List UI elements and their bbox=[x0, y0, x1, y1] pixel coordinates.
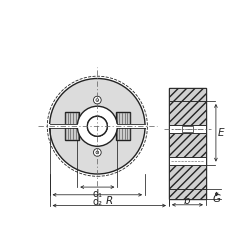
Bar bbox=[169, 133, 206, 157]
Bar bbox=[182, 126, 193, 132]
Text: E: E bbox=[218, 128, 224, 138]
Bar bbox=[169, 125, 206, 133]
Circle shape bbox=[50, 78, 145, 174]
Circle shape bbox=[87, 116, 107, 136]
Circle shape bbox=[87, 116, 107, 136]
Bar bbox=[169, 164, 206, 188]
Circle shape bbox=[94, 96, 101, 104]
Text: G: G bbox=[212, 194, 220, 204]
Circle shape bbox=[77, 106, 117, 146]
Bar bbox=[169, 88, 206, 101]
Text: R: R bbox=[106, 196, 113, 206]
Bar bbox=[116, 112, 130, 140]
Text: d₂: d₂ bbox=[92, 197, 102, 207]
Bar bbox=[169, 88, 206, 200]
Text: d₁: d₁ bbox=[92, 190, 102, 200]
Circle shape bbox=[96, 99, 99, 102]
Bar bbox=[169, 101, 206, 125]
Bar bbox=[169, 188, 206, 200]
Bar bbox=[169, 157, 206, 164]
Text: b: b bbox=[184, 196, 191, 205]
Circle shape bbox=[96, 151, 99, 154]
Bar bbox=[65, 112, 79, 140]
Circle shape bbox=[94, 148, 101, 156]
Bar bbox=[44, 124, 151, 128]
